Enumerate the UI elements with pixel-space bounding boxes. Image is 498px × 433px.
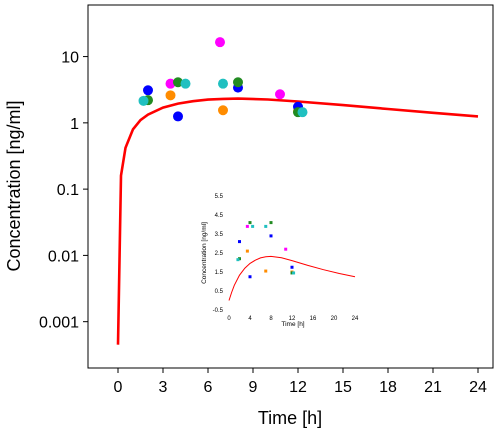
main-data-points [138, 37, 308, 122]
inset-data-point [264, 269, 268, 273]
main-data-point [233, 77, 243, 88]
inset-fit-curve-layer [228, 255, 356, 301]
main-data-point [218, 78, 228, 89]
main-x-tick-label: 0 [114, 379, 123, 396]
main-data-point [297, 107, 308, 118]
main-x-tick-label: 18 [379, 379, 397, 396]
main-y-axis-title: Concentration [ng/ml] [4, 100, 24, 271]
main-y-axis: 0.001 0.01 0.1 1 10 [39, 50, 88, 332]
main-y-tick-label: 0.01 [48, 248, 79, 265]
main-fit-curve [116, 97, 479, 345]
main-y-tick-label: 1 [70, 116, 79, 133]
inset-data-point [245, 224, 249, 228]
main-data-point [218, 105, 228, 116]
inset-y-axis-title: Concentration [ng/ml] [201, 222, 208, 284]
inset-data-point [269, 234, 273, 238]
main-data-point [215, 37, 225, 48]
main-x-tick-label: 3 [159, 379, 168, 396]
inset-data-point [264, 224, 268, 228]
inset-y-tick-label: 5.5 [215, 194, 224, 200]
inset-data-point [292, 271, 296, 275]
inset-y-tick-label: 2.5 [215, 251, 224, 257]
inset-y-tick-label: -0.5 [213, 308, 224, 314]
inset-x-tick-label: 12 [289, 316, 296, 322]
inset-data-point [269, 221, 273, 225]
inset-data-point [236, 258, 240, 262]
main-data-point [275, 89, 285, 100]
main-x-tick-label: 21 [424, 379, 442, 396]
inset-data-point [238, 240, 241, 244]
inset-y-tick-label: 0.5 [215, 289, 224, 295]
inset-y-tick-label: 1.5 [215, 270, 224, 276]
main-x-tick-label: 15 [334, 379, 352, 396]
main-data-point [165, 78, 176, 89]
inset-chart: -0.5 0.5 1.5 2.5 3.5 4.5 5.5 0 4 8 12 16 20 24 Time … [199, 186, 361, 328]
inset-x-tick-label: 16 [310, 316, 317, 322]
main-data-point [173, 111, 183, 122]
main-y-tick-label: 10 [61, 50, 79, 67]
inset-plot-frame [199, 186, 361, 328]
main-x-tick-label: 24 [469, 379, 487, 396]
main-data-point [180, 78, 191, 89]
main-x-tick-label: 9 [249, 379, 258, 396]
inset-fit-curve [228, 255, 356, 301]
main-data-point [173, 77, 183, 88]
inset-data-point [284, 247, 288, 251]
inset-data-points [236, 221, 296, 279]
inset-y-axis: -0.5 0.5 1.5 2.5 3.5 4.5 5.5 [213, 194, 224, 314]
main-y-tick-label: 0.001 [39, 315, 79, 332]
inset-x-tick-label: 4 [248, 316, 252, 322]
inset-data-point [248, 221, 252, 225]
main-data-point [143, 85, 153, 96]
inset-data-point [248, 275, 252, 279]
inset-x-tick-label: 20 [331, 316, 338, 322]
inset-x-tick-label: 8 [269, 316, 273, 322]
inset-x-axis-title: Time [h] [281, 321, 304, 328]
main-data-point [165, 90, 176, 101]
inset-data-point [238, 257, 241, 261]
inset-y-tick-label: 3.5 [215, 232, 224, 238]
main-y-tick-label: 0.1 [57, 182, 79, 199]
inset-x-tick-label: 24 [352, 316, 359, 322]
inset-data-point [251, 224, 255, 228]
inset-x-tick-label: 0 [227, 316, 231, 322]
main-x-axis: 0 3 6 9 12 15 18 21 24 [114, 368, 487, 396]
inset-y-tick-label: 4.5 [215, 213, 224, 219]
main-data-point [138, 95, 149, 106]
inset-data-point [290, 271, 294, 275]
inset-data-point [245, 249, 249, 253]
inset-data-point [290, 265, 294, 269]
main-x-tick-label: 6 [204, 379, 213, 396]
inset-x-axis: 0 4 8 12 16 20 24 [227, 316, 359, 322]
main-x-tick-label: 12 [289, 379, 307, 396]
main-fit-curve-layer [116, 97, 479, 345]
main-x-axis-title: Time [h] [258, 408, 322, 428]
